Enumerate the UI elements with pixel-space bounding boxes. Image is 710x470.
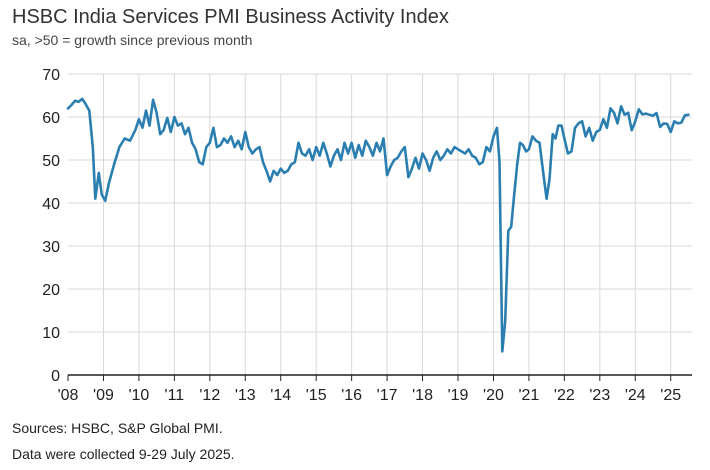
x-tick-label: '14 [270,387,291,404]
x-tick-label: '13 [235,387,256,404]
x-tick-label: '22 [554,387,575,404]
y-tick-label: 30 [42,239,60,256]
y-tick-label: 60 [42,110,60,127]
collection-note: Data were collected 9-29 July 2025. [12,446,235,462]
x-tick-labels: '08 '09 '10 '11 '12 '13 '14 '15 '16 '17 '18 '19 '20 '… [58,387,682,404]
gridlines [68,73,692,375]
y-tick-label: 70 [42,67,60,84]
y-tick-label: 0 [51,368,60,385]
x-tick-label: '23 [589,387,610,404]
x-tick-label: '19 [448,387,469,404]
axes [67,374,692,381]
x-tick-label: '12 [199,387,220,404]
x-tick-label: '10 [128,387,149,404]
y-tick-label: 50 [42,153,60,170]
x-tick-label: '25 [660,387,681,404]
y-tick-label: 20 [42,282,60,299]
x-tick-label: '16 [341,387,362,404]
y-tick-label: 40 [42,196,60,213]
series-layer [66,97,690,353]
x-tick-label: '21 [518,387,539,404]
x-tick-label: '15 [306,387,327,404]
x-tick-label: '09 [93,387,114,404]
series-line [66,97,690,353]
chart-subtitle: sa, >50 = growth since previous month [12,32,253,48]
x-tick-label: '24 [625,387,646,404]
y-tick-labels: 0 10 20 30 40 50 60 70 [42,67,60,385]
x-tick-label: '17 [377,387,398,404]
x-tick-label: '20 [483,387,504,404]
x-tick-label: '08 [58,387,79,404]
chart-title: HSBC India Services PMI Business Activit… [12,6,449,28]
y-tick-label: 10 [42,325,60,342]
sources-note: Sources: HSBC, S&P Global PMI. [12,420,223,436]
x-tick-label: '11 [165,387,185,404]
x-tick-label: '18 [412,387,433,404]
